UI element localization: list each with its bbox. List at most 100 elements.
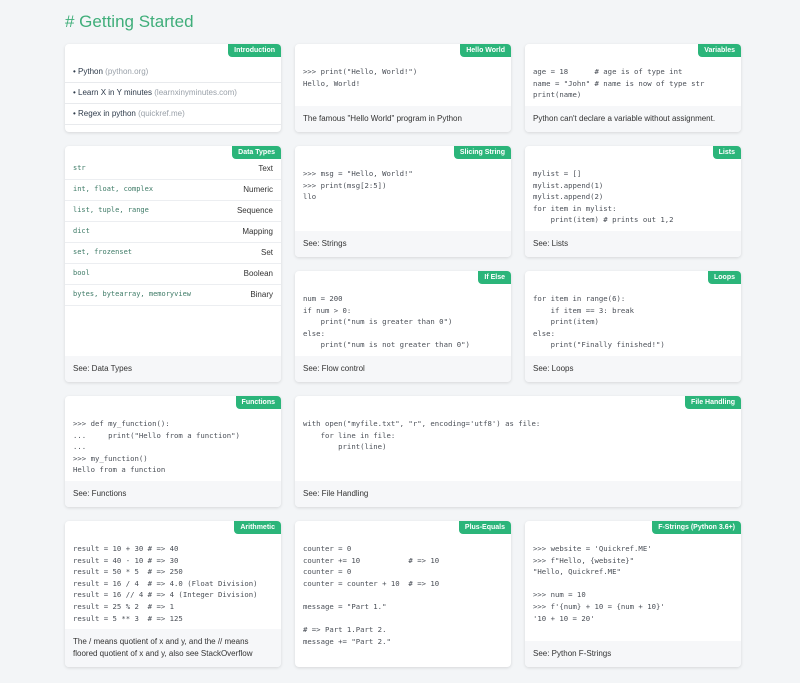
code-line: '10 + 10 = 20': [533, 613, 595, 623]
code-block: >>> website = 'Quickref.ME' >>> f"Hello, …: [533, 543, 665, 624]
card: Functions >>> def my_function(): ... print…: [65, 396, 281, 507]
code-line: mylist.append(2): [533, 192, 604, 202]
code-line: for item in range(6):: [533, 294, 626, 303]
code-block: >>> msg = "Hello, World!" >>> print(msg[2…: [303, 168, 413, 203]
card-footer: See: File Handling: [295, 481, 741, 507]
code-block: result = 10 + 30 # => 40 result = 40 - 10…: [73, 543, 258, 624]
card-badge: Arithmetic: [234, 521, 281, 534]
card: Variables age = 18 # age is of type int na…: [525, 44, 741, 132]
type-kind: Mapping: [242, 227, 273, 236]
card-footer: See: Strings: [295, 231, 511, 257]
link-text[interactable]: Python: [78, 67, 103, 76]
card-badge: Introduction: [228, 44, 281, 57]
card: Plus-Equals counter = 0 counter += 10 # =>…: [295, 521, 511, 667]
section-title: # Getting Started: [65, 12, 194, 31]
code-line: print("Finally finished!"): [533, 340, 665, 350]
link-item[interactable]: • Learn X in Y minutes (learnxinyminutes…: [65, 83, 281, 104]
type-row: dict Mapping: [65, 221, 281, 243]
card-footer: See: Data Types: [65, 356, 281, 382]
code-line: name = "John" # name is now of type str: [533, 78, 705, 88]
code-line: >>> print(msg[2:5]): [303, 180, 387, 190]
card-badge: Functions: [235, 396, 281, 409]
link-note: (learnxinyminutes.com): [154, 88, 237, 97]
code-line: >>> num = 10: [533, 590, 586, 600]
code-line: print(item) # prints out 1,2: [533, 215, 674, 225]
blank-line: [303, 589, 439, 601]
code-line: "Hello, Quickref.ME": [533, 567, 621, 577]
code-line: Hello from a function: [73, 465, 166, 475]
type-kind: Text: [258, 164, 273, 173]
code-line: counter = counter + 10 # => 10: [303, 578, 440, 588]
code-block: with open("myfile.txt", "r", encoding='u…: [303, 418, 540, 453]
link-note: (python.org): [105, 67, 149, 76]
code-line: else:: [533, 328, 555, 338]
link-note: (quickref.me): [138, 109, 185, 118]
card: Lists mylist = [] mylist.append(1) mylist.a…: [525, 146, 741, 257]
code-line: print("num is greater than 0"): [303, 317, 453, 327]
link-item[interactable]: • Python (python.org): [65, 62, 281, 83]
code-line: counter += 10 # => 10: [303, 555, 440, 565]
blank-line: [303, 613, 439, 625]
card: If Else num = 200 if num > 0: print("num i…: [295, 271, 511, 382]
code-block: >>> print("Hello, World!") Hello, World!: [303, 66, 417, 89]
code-block: counter = 0 counter += 10 # => 10 counter …: [303, 543, 439, 647]
code-line: # => Part 1.Part 2.: [303, 625, 387, 635]
type-row: bytes, bytearray, memoryview Binary: [65, 284, 281, 306]
code-line: print(name): [533, 90, 582, 100]
card-footer: See: Functions: [65, 481, 281, 507]
type-kind: Set: [260, 248, 273, 257]
code-line: result = 16 // 4 # => 4 (Integer Divisio…: [73, 590, 258, 600]
code-line: >>> my_function(): [73, 453, 148, 463]
type-row: list, tuple, range Sequence: [65, 200, 281, 222]
card-badge: Lists: [712, 146, 741, 159]
type-row: int, float, complex Numeric: [65, 179, 281, 201]
card-footer: The / means quotient of x and y, and the…: [65, 629, 281, 667]
code-block: age = 18 # age is of type int name = "Joh…: [533, 66, 704, 101]
code-line: num = 200: [303, 294, 343, 303]
type-name: str: [73, 164, 86, 172]
code-line: >>> msg = "Hello, World!": [303, 169, 413, 178]
link-text[interactable]: Learn X in Y minutes: [78, 88, 153, 97]
code-line: >>> def my_function():: [73, 419, 170, 428]
card-badge: Variables: [698, 44, 741, 57]
code-line: mylist.append(1): [533, 180, 604, 190]
link-text[interactable]: Regex in python: [78, 109, 136, 118]
card-footer: See: Lists: [525, 231, 741, 257]
code-block: >>> def my_function(): ... print("Hello f…: [73, 418, 240, 476]
type-name: set, frozenset: [73, 248, 133, 256]
card-badge: Loops: [708, 271, 741, 284]
card-badge: File Handling: [685, 396, 741, 409]
type-name: bool: [73, 269, 90, 277]
code-line: result = 40 - 10 # => 30: [73, 555, 179, 565]
code-line: if item == 3: break: [533, 305, 635, 315]
code-line: >>> f'{num} + 10 = {num + 10}': [533, 601, 665, 611]
type-row: set, frozenset Set: [65, 242, 281, 264]
code-block: mylist = [] mylist.append(1) mylist.append…: [533, 168, 674, 226]
card: Introduction • Python (python.org) • Learn…: [65, 44, 281, 132]
card: Data Types str Text int, float, complex Nume…: [65, 146, 281, 382]
link-item[interactable]: • Regex in python (quickref.me): [65, 104, 281, 125]
code-line: message = "Part 1.": [303, 601, 387, 611]
type-name: int, float, complex: [73, 185, 154, 193]
card-badge: If Else: [478, 271, 511, 284]
code-line: result = 50 * 5 # => 250: [73, 567, 183, 577]
code-line: print(line): [303, 442, 387, 452]
card-footer: See: Python F-Strings: [525, 641, 741, 667]
code-line: ... print("Hello from a function"): [73, 430, 240, 440]
code-line: >>> print("Hello, World!"): [303, 67, 418, 76]
code-line: with open("myfile.txt", "r", encoding='u…: [303, 419, 541, 428]
code-line: counter = 0: [303, 544, 352, 553]
type-row: bool Boolean: [65, 263, 281, 285]
code-line: >>> website = 'Quickref.ME': [533, 544, 652, 553]
card-badge: Slicing String: [453, 146, 511, 159]
code-line: result = 10 + 30 # => 40: [73, 544, 179, 553]
card: Slicing String >>> msg = "Hello, World!" >…: [295, 146, 511, 257]
card-footer: Python can't declare a variable without …: [525, 106, 741, 132]
card-footer: See: Flow control: [295, 356, 511, 382]
code-line: for item in mylist:: [533, 203, 617, 213]
card-badge: Hello World: [460, 44, 511, 57]
card: Loops for item in range(6): if item == 3:…: [525, 271, 741, 382]
card-badge: F-Strings (Python 3.6+): [652, 521, 741, 534]
code-line: for line in file:: [303, 430, 396, 440]
